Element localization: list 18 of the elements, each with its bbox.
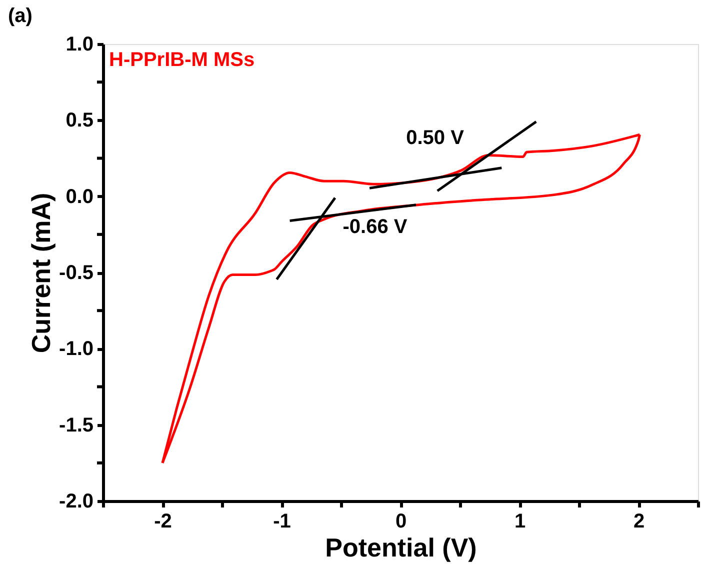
y-tick-label: 0.5 (66, 110, 94, 132)
x-tick-label: 1 (514, 510, 526, 532)
x-tick-label: -2 (154, 510, 172, 532)
y-tick-label: -1.0 (59, 338, 94, 360)
annotation: -0.66 V (342, 216, 408, 238)
y-tick-label: 1.0 (66, 34, 94, 56)
x-axis-title: Potential (V) (325, 532, 477, 562)
x-tick-label: 2 (633, 510, 645, 532)
y-tick-label: -2.0 (59, 490, 94, 512)
y-tick-label: -1.5 (59, 414, 94, 436)
x-tick-label: -1 (273, 510, 291, 532)
text: H-PPrIB-M MSs (109, 49, 255, 71)
annotation: 0.50 V (406, 127, 465, 149)
y-axis-title: Current (mA) (26, 192, 56, 354)
y-tick-label: 0.0 (66, 186, 94, 208)
x-tick-label: 0 (395, 510, 407, 532)
y-tick-label: -0.5 (59, 262, 94, 284)
chart-title: (a) (8, 5, 32, 27)
